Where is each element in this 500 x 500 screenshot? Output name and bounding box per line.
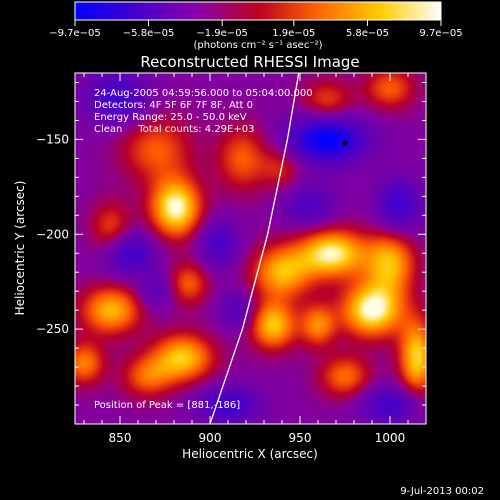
heatmap (75, 73, 426, 424)
annotation-time-range: 24-Aug-2005 04:59:56.000 to 05:04:00.000 (94, 88, 313, 99)
colorbar-tick-label: 9.7e−05 (419, 28, 462, 39)
solar-limb-curve (209, 73, 300, 424)
colorbar-tick-label: −5.8e−05 (123, 28, 175, 39)
footer-date: 9-Jul-2013 00:02 (400, 486, 484, 497)
y-axis: −150 −200 −250 (36, 81, 426, 406)
annotation-total-counts: Clean Total counts: 4.29E+03 (94, 124, 254, 135)
chart-title: Reconstructed RHESSI Image (140, 53, 359, 71)
y-axis-label: Heliocentric Y (arcsec) (13, 181, 27, 316)
peak-position-label: Position of Peak = [881,-186] (94, 400, 240, 411)
colorbar-tick-label: 5.8e−05 (346, 28, 389, 39)
annotation-detectors: Detectors: 4F 5F 6F 7F 8F, Att 0 (94, 100, 253, 111)
peak-marker (342, 140, 348, 146)
x-tick-label: 850 (109, 431, 132, 445)
colorbar-ticks: −9.7e−05 −5.8e−05 −1.9e−05 1.9e−05 5.8e−05 9.… (49, 20, 463, 39)
heatmap-image (75, 73, 426, 424)
colorbar-gradient (74, 1, 442, 21)
x-tick-label: 1000 (375, 431, 406, 445)
annotation-energy-range: Energy Range: 25.0 - 50.0 keV (94, 112, 247, 123)
colorbar: −9.7e−05 −5.8e−05 −1.9e−05 1.9e−05 5.8e−05 9.… (49, 1, 463, 51)
plot-frame (74, 72, 427, 425)
colorbar-tick-label: 1.9e−05 (272, 28, 315, 39)
x-tick-label: 900 (199, 431, 222, 445)
y-tick-label: −200 (36, 227, 69, 241)
x-axis-label: Heliocentric X (arcsec) (182, 447, 318, 461)
colorbar-tick-label: −9.7e−05 (49, 28, 101, 39)
x-tick-label: 950 (289, 431, 312, 445)
colorbar-tick-label: −1.9e−05 (196, 28, 248, 39)
colorbar-units-label: (photons cm⁻² s⁻¹ asec⁻²) (193, 40, 322, 51)
y-tick-label: −150 (36, 132, 69, 146)
y-tick-label: −250 (36, 322, 69, 336)
x-axis: 850 900 950 1000 (83, 73, 427, 445)
annotation-block: 24-Aug-2005 04:59:56.000 to 05:04:00.000… (94, 88, 313, 135)
